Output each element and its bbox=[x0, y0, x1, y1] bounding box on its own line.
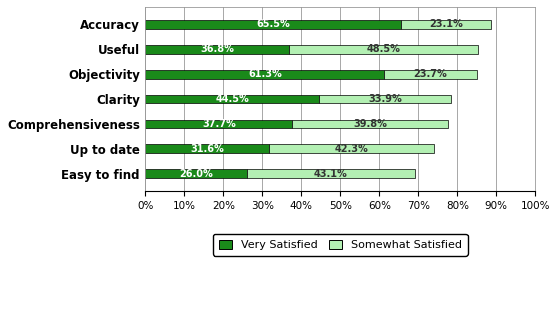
Bar bbox=[145, 20, 401, 29]
Text: 48.5%: 48.5% bbox=[367, 44, 400, 54]
Bar bbox=[247, 169, 415, 178]
Text: 31.6%: 31.6% bbox=[190, 144, 224, 154]
Text: 43.1%: 43.1% bbox=[314, 169, 348, 179]
Text: 23.1%: 23.1% bbox=[429, 19, 463, 29]
Legend: Very Satisfied, Somewhat Satisfied: Very Satisfied, Somewhat Satisfied bbox=[213, 234, 467, 256]
Text: 23.7%: 23.7% bbox=[414, 69, 447, 79]
Bar bbox=[384, 70, 477, 79]
Text: 44.5%: 44.5% bbox=[215, 94, 249, 104]
Bar bbox=[145, 95, 319, 103]
Text: 65.5%: 65.5% bbox=[256, 19, 290, 29]
Bar bbox=[145, 169, 247, 178]
Text: 36.8%: 36.8% bbox=[200, 44, 234, 54]
Text: 39.8%: 39.8% bbox=[353, 119, 387, 129]
Bar bbox=[145, 45, 289, 54]
Bar bbox=[145, 120, 292, 128]
Bar bbox=[268, 145, 433, 153]
Text: 37.7%: 37.7% bbox=[202, 119, 236, 129]
Text: 26.0%: 26.0% bbox=[179, 169, 213, 179]
Bar bbox=[145, 70, 384, 79]
Text: 33.9%: 33.9% bbox=[368, 94, 402, 104]
Bar bbox=[401, 20, 491, 29]
Bar bbox=[292, 120, 448, 128]
Bar bbox=[289, 45, 478, 54]
Bar bbox=[145, 145, 268, 153]
Text: 42.3%: 42.3% bbox=[334, 144, 368, 154]
Text: 61.3%: 61.3% bbox=[248, 69, 282, 79]
Bar bbox=[319, 95, 451, 103]
